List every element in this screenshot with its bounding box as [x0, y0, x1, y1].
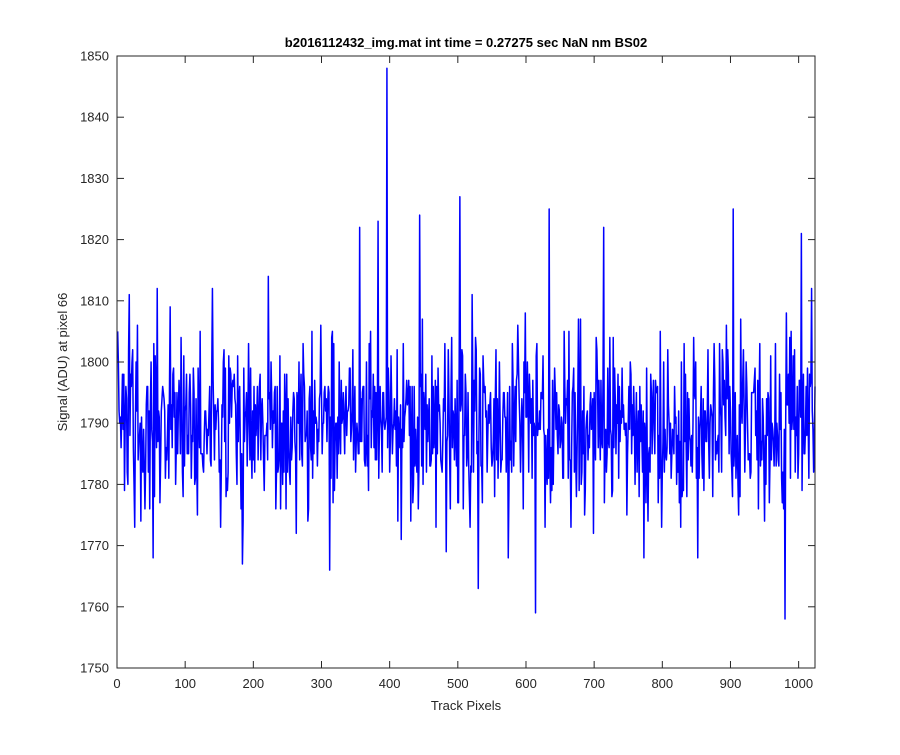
tick-layer: 0 100 200 300 400 500 600 700 800 900 1000 1750 1760…: [80, 49, 815, 691]
x-tick-label: 900: [720, 676, 742, 691]
chart-title: b2016112432_img.mat int time = 0.27275 s…: [285, 35, 647, 50]
y-tick-label: 1800: [80, 355, 109, 370]
y-tick-label: 1820: [80, 232, 109, 247]
series-line: [116, 67, 816, 620]
x-tick-label: 800: [651, 676, 673, 691]
y-tick-label: 1750: [80, 661, 109, 676]
y-tick-label: 1840: [80, 110, 109, 125]
plot-area: [117, 56, 815, 668]
x-axis-title: Track Pixels: [431, 698, 502, 713]
y-tick-label: 1850: [80, 49, 109, 64]
x-tick-label: 0: [113, 676, 120, 691]
x-tick-label: 600: [515, 676, 537, 691]
x-tick-label: 200: [242, 676, 264, 691]
y-tick-label: 1830: [80, 171, 109, 186]
y-tick-label: 1780: [80, 477, 109, 492]
x-tick-label: 700: [583, 676, 605, 691]
y-tick-label: 1770: [80, 538, 109, 553]
y-tick-label: 1810: [80, 293, 109, 308]
y-axis-title: Signal (ADU) at pixel 66: [55, 293, 70, 432]
x-tick-label: 100: [174, 676, 196, 691]
y-tick-label: 1790: [80, 416, 109, 431]
x-tick-label: 500: [447, 676, 469, 691]
x-tick-label: 400: [379, 676, 401, 691]
series-layer: [116, 67, 816, 620]
x-tick-label: 300: [311, 676, 333, 691]
x-tick-label: 1000: [784, 676, 813, 691]
y-tick-label: 1760: [80, 599, 109, 614]
